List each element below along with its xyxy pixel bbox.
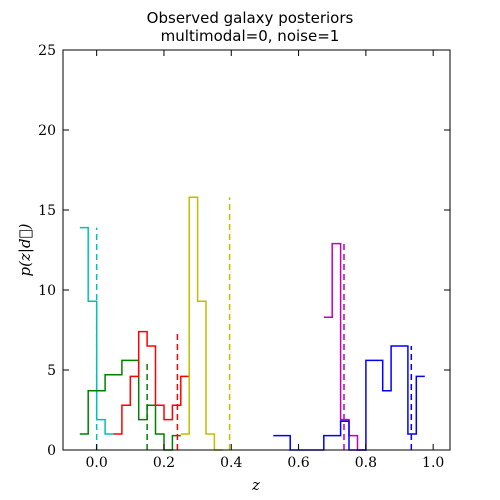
y-tick-label: 10 xyxy=(38,283,56,299)
series-3-step-line xyxy=(180,196,223,451)
y-tick-label: 5 xyxy=(47,363,56,379)
x-tick-label: 0.8 xyxy=(355,455,377,471)
series-5-step-line xyxy=(273,345,425,451)
y-tick-label: 20 xyxy=(38,123,56,139)
y-tick-label: 15 xyxy=(38,203,56,219)
chart-subtitle: multimodal=0, noise=1 xyxy=(161,27,340,45)
plot-frame xyxy=(62,49,451,451)
series-4-step-line xyxy=(323,242,366,451)
series-2-step-line xyxy=(113,330,190,435)
y-axis-label: p(z|d⃗) xyxy=(16,223,34,276)
x-tick-label: 1.0 xyxy=(422,455,444,471)
y-axis: 0 5 10 15 20 25 xyxy=(38,43,450,459)
x-axis-label: z xyxy=(251,476,260,494)
chart-title: Observed galaxy posteriors xyxy=(147,9,354,27)
x-axis: 0.0 0.2 0.4 0.6 0.8 1.0 xyxy=(86,50,444,471)
x-tick-label: 0.2 xyxy=(153,455,175,471)
y-tick-label: 25 xyxy=(38,43,56,59)
x-tick-label: 0.0 xyxy=(86,455,108,471)
x-tick-label: 0.4 xyxy=(220,455,242,471)
y-tick-label: 0 xyxy=(47,443,56,459)
series-layer xyxy=(79,196,425,451)
x-tick-label: 0.6 xyxy=(287,455,309,471)
series-0-step-line xyxy=(79,226,114,435)
